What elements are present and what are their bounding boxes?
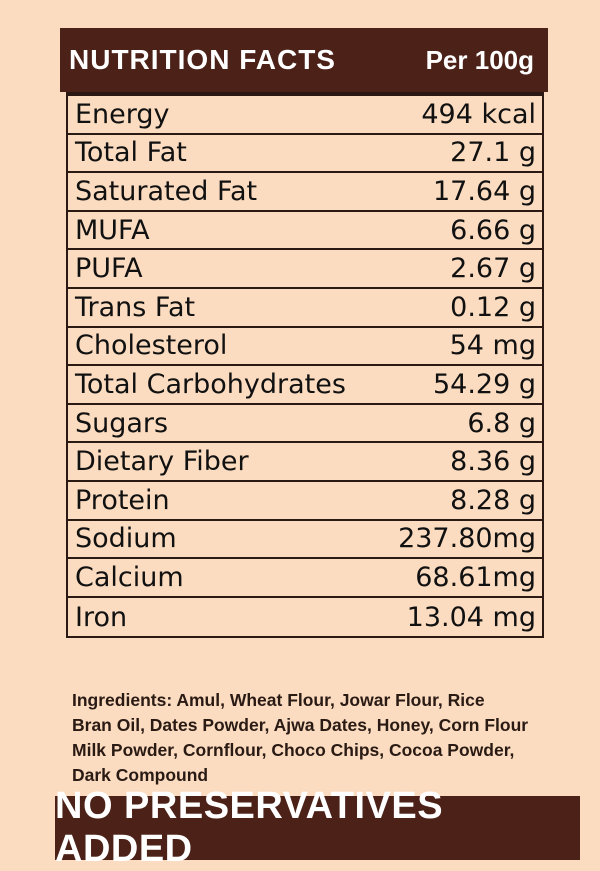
nutrient-row: Saturated Fat 17.64 g <box>68 173 542 212</box>
nutrient-value: 27.1 g <box>450 137 536 169</box>
nutrient-name: Iron <box>75 601 128 633</box>
nutrient-value: 54.29 g <box>432 368 536 400</box>
nutrient-name: Energy <box>75 98 170 130</box>
nutrient-value: 17.64 g <box>432 175 536 207</box>
nutrient-name: Saturated Fat <box>75 175 258 207</box>
nutrient-row: Total Fat 27.1 g <box>68 135 542 174</box>
banner-text: NO PRESERVATIVES ADDED <box>55 785 444 870</box>
nutrition-header: NUTRITION FACTS Per 100g <box>60 28 548 92</box>
nutrient-name: Dietary Fiber <box>75 446 249 478</box>
nutrient-name: MUFA <box>75 214 150 246</box>
nutrient-name: Cholesterol <box>75 330 228 362</box>
nutrient-name: Total Fat <box>75 137 187 169</box>
nutrient-name: Protein <box>75 484 170 516</box>
nutrient-value: 494 kcal <box>421 98 536 130</box>
nutrient-row: Sugars 6.8 g <box>68 405 542 444</box>
no-preservatives-banner: NO PRESERVATIVES ADDED <box>55 785 580 870</box>
nutrient-row: Protein 8.28 g <box>68 482 542 521</box>
nutrient-row: Trans Fat 0.12 g <box>68 289 542 328</box>
nutrient-row: Total Carbohydrates 54.29 g <box>68 366 542 405</box>
nutrient-row: MUFA 6.66 g <box>68 212 542 251</box>
nutrition-title: NUTRITION FACTS <box>69 44 336 75</box>
ingredients-line: Milk Powder, Cornflour, Choco Chips, Coc… <box>72 740 515 760</box>
nutrition-facts-panel: NUTRITION FACTS Per 100g Energy 494 kcal … <box>60 28 548 639</box>
nutrient-row: Cholesterol 54 mg <box>68 328 542 367</box>
nutrient-value: 6.66 g <box>450 214 536 246</box>
nutrient-row: Iron 13.04 mg <box>68 598 542 637</box>
nutrient-row: Calcium 68.61mg <box>68 559 542 598</box>
nutrient-value: 0.12 g <box>450 291 536 323</box>
nutrient-name: Calcium <box>75 561 184 593</box>
nutrient-name: Sodium <box>75 523 177 555</box>
nutrient-row: Sodium 237.80mg <box>68 521 542 560</box>
nutrition-table: Energy 494 kcal Total Fat 27.1 g Saturated… <box>66 92 544 639</box>
nutrient-name: Trans Fat <box>75 291 196 323</box>
nutrient-value: 2.67 g <box>450 253 536 285</box>
nutrient-value: 237.80mg <box>398 523 536 555</box>
nutrient-row: Dietary Fiber 8.36 g <box>68 443 542 482</box>
nutrient-name: Total Carbohydrates <box>75 368 346 400</box>
nutrient-name: PUFA <box>75 253 143 285</box>
ingredients-line: Ingredients: Amul, Wheat Flour, Jowar Fl… <box>72 690 485 710</box>
nutrient-value: 54 mg <box>449 330 536 362</box>
nutrient-name: Sugars <box>75 407 169 439</box>
nutrient-row: PUFA 2.67 g <box>68 250 542 289</box>
nutrient-value: 8.36 g <box>450 446 536 478</box>
nutrient-row: Energy 494 kcal <box>68 96 542 135</box>
nutrient-value: 68.61mg <box>415 561 536 593</box>
ingredients-text: Ingredients: Amul, Wheat Flour, Jowar Fl… <box>72 688 572 788</box>
nutrient-value: 8.28 g <box>450 484 536 516</box>
serving-basis: Per 100g <box>425 44 534 75</box>
ingredients-line: Dark Compound <box>72 765 209 785</box>
nutrient-value: 6.8 g <box>467 407 536 439</box>
nutrient-value: 13.04 mg <box>406 601 536 633</box>
ingredients-line: Bran Oil, Dates Powder, Ajwa Dates, Hone… <box>72 715 529 735</box>
